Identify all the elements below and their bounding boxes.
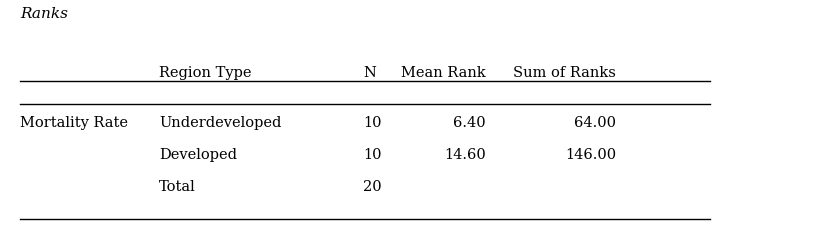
Text: 10: 10: [363, 115, 382, 129]
Text: N: N: [363, 66, 376, 80]
Text: Underdeveloped: Underdeveloped: [159, 115, 282, 129]
Text: 20: 20: [363, 180, 382, 194]
Text: Total: Total: [159, 180, 196, 194]
Text: 146.00: 146.00: [565, 147, 616, 161]
Text: Developed: Developed: [159, 147, 237, 161]
Text: Sum of Ranks: Sum of Ranks: [513, 66, 616, 80]
Text: 10: 10: [363, 147, 382, 161]
Text: Ranks: Ranks: [20, 7, 69, 21]
Text: 6.40: 6.40: [453, 115, 486, 129]
Text: Mortality Rate: Mortality Rate: [20, 115, 128, 129]
Text: 64.00: 64.00: [574, 115, 616, 129]
Text: Mean Rank: Mean Rank: [401, 66, 486, 80]
Text: 14.60: 14.60: [444, 147, 486, 161]
Text: Region Type: Region Type: [159, 66, 251, 80]
